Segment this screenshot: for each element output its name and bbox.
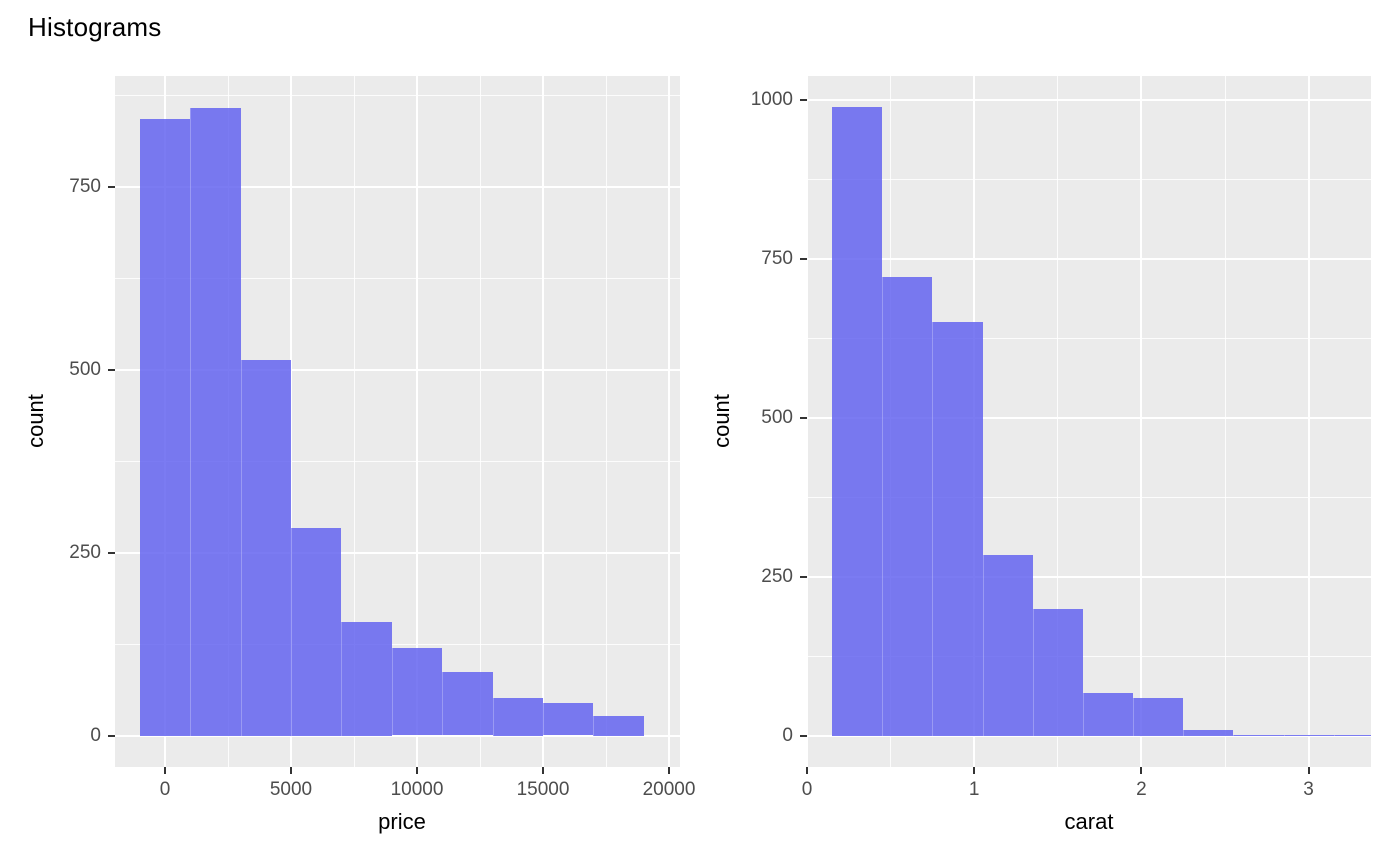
x-tick-mark <box>1140 767 1143 774</box>
gridline-major-x <box>807 76 808 767</box>
gridline-minor-y <box>115 460 680 462</box>
gridline-major-y <box>115 551 680 554</box>
histogram-bar <box>543 703 594 736</box>
histogram-bar <box>492 697 543 736</box>
gridline-major-y <box>115 185 680 188</box>
x-tick-mark <box>668 767 670 774</box>
gridline-major-x <box>542 76 544 767</box>
x-tick-label: 0 <box>159 779 171 800</box>
y-tick-mark <box>108 185 115 188</box>
gridline-minor-x <box>353 76 355 767</box>
x-tick-label: 3 <box>1303 779 1314 800</box>
gridline-minor-y <box>115 277 680 279</box>
histogram-bar <box>982 555 1033 736</box>
x-tick-mark <box>164 767 166 774</box>
y-tick-label: 750 <box>69 175 101 197</box>
gridline-major-x <box>290 76 292 767</box>
y-tick-mark <box>800 257 807 260</box>
y-tick-label: 250 <box>69 541 101 563</box>
y-tick-label: 500 <box>69 358 101 380</box>
x-tick-mark <box>290 767 292 774</box>
histogram-bar <box>932 322 983 736</box>
y-tick-label: 1000 <box>750 88 793 110</box>
y-tick-mark <box>800 575 807 578</box>
histogram-bar <box>593 715 644 736</box>
gridline-minor-y <box>807 178 1371 180</box>
y-tick-label: 0 <box>90 724 101 746</box>
histogram-bar <box>190 107 241 736</box>
y-tick-label: 250 <box>761 565 793 587</box>
x-tick-mark <box>1307 767 1310 774</box>
histogram-bar <box>240 360 291 736</box>
gridline-major-y <box>115 734 680 737</box>
histogram-bar <box>442 671 493 736</box>
y-tick-label: 0 <box>782 724 793 746</box>
histogram-bar <box>291 528 342 736</box>
plot-title: Histograms <box>28 12 162 42</box>
chart-carat: count carat 0 250 500 750 1000 0 1 2 3 <box>700 0 1400 866</box>
y-tick-label: 750 <box>761 247 793 269</box>
histogram-bar <box>1183 730 1234 736</box>
x-tick-label: 20000 <box>642 779 696 800</box>
x-tick-label: 1 <box>968 779 980 800</box>
x-tick-mark <box>973 767 976 774</box>
gridline-minor-x <box>479 76 481 767</box>
panel-carat <box>807 76 1371 767</box>
gridline-major-y <box>807 575 1371 578</box>
histogram-bar <box>1133 698 1184 736</box>
gridline-minor-y <box>807 655 1371 657</box>
x-tick-mark <box>416 767 418 774</box>
gridline-minor-y <box>807 496 1371 498</box>
y-axis-title-price-chart: count <box>23 394 48 448</box>
gridline-major-x <box>1140 76 1143 767</box>
histogram-bar <box>832 107 883 736</box>
gridline-major-x <box>416 76 418 767</box>
x-tick-label: 2 <box>1136 779 1147 800</box>
y-tick-mark <box>800 416 807 419</box>
gridline-major-x <box>668 76 670 767</box>
histogram-bar <box>1333 734 1371 736</box>
histogram-bar <box>1233 734 1284 736</box>
histogram-bar <box>341 622 392 736</box>
gridline-minor-x <box>605 76 607 767</box>
histogram-bar <box>139 118 191 736</box>
x-tick-label: 15000 <box>516 779 570 800</box>
gridline-major-y <box>115 368 680 371</box>
gridline-minor-y <box>807 337 1371 339</box>
gridline-major-y <box>807 734 1371 737</box>
gridline-major-y <box>807 257 1371 260</box>
y-tick-label: 500 <box>761 406 793 428</box>
histogram-bar <box>1032 608 1083 736</box>
panel-price <box>115 76 680 767</box>
histogram-bar <box>882 277 933 736</box>
x-tick-label: 0 <box>801 779 813 800</box>
x-tick-mark <box>806 767 808 774</box>
gridline-major-y <box>807 98 1371 101</box>
y-tick-mark <box>108 368 115 371</box>
x-tick-mark <box>542 767 544 774</box>
y-tick-mark <box>800 734 807 737</box>
x-axis-title-carat-chart: carat <box>1064 809 1114 834</box>
y-tick-mark <box>108 734 115 737</box>
chart-price: count price 0 250 500 750 0 5000 10000 15000 200… <box>23 76 696 834</box>
x-axis-title-price-chart: price <box>378 809 426 834</box>
gridline-minor-y <box>115 643 680 645</box>
gridline-major-y <box>807 416 1371 419</box>
gridline-minor-x <box>1057 76 1059 767</box>
y-tick-mark <box>800 98 807 101</box>
histogram-bar <box>1283 734 1334 736</box>
histogram-bar <box>391 648 443 736</box>
histogram-bar <box>1082 693 1134 736</box>
x-tick-label: 5000 <box>269 779 313 800</box>
gridline-minor-x <box>1224 76 1226 767</box>
gridline-major-x <box>1307 76 1310 767</box>
gridline-minor-y <box>115 94 680 96</box>
y-tick-mark <box>108 551 115 554</box>
x-tick-label: 10000 <box>390 779 444 800</box>
